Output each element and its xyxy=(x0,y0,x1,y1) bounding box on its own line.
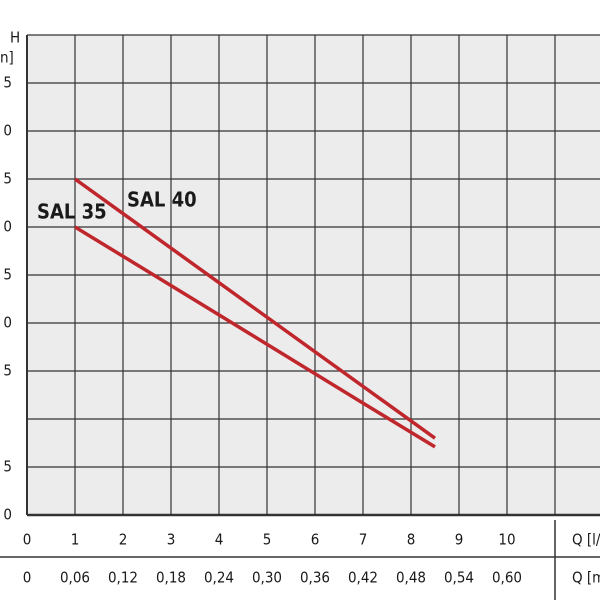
series-label: SAL 35 xyxy=(37,200,107,224)
x-tick-label: 2 xyxy=(119,531,128,549)
y-tick-label: 5 xyxy=(3,362,12,380)
x-axis-label: Q [l/ xyxy=(572,531,600,549)
x-tick-label: 0 xyxy=(23,531,32,549)
x-tick-label: 9 xyxy=(455,531,464,549)
x-tick-label: 7 xyxy=(359,531,368,549)
x2-tick-label: 0 xyxy=(23,569,32,587)
series-line xyxy=(74,225,436,449)
x2-tick-label: 0,24 xyxy=(204,569,234,587)
x2-tick-label: 0,12 xyxy=(108,569,138,587)
x-tick-label: 8 xyxy=(407,531,416,549)
y-tick-label: 5 xyxy=(3,266,12,284)
y-tick-label: 5 xyxy=(3,74,12,92)
x2-axis-label: Q [m xyxy=(572,569,600,587)
x2-tick-label: 0,60 xyxy=(492,569,522,587)
series-line xyxy=(73,177,437,440)
series-label: SAL 40 xyxy=(127,188,197,212)
y-tick-label: 5 xyxy=(3,170,12,188)
y-axis-unit: n] xyxy=(0,49,14,67)
y-axis-label: H xyxy=(10,29,20,47)
x-tick-label: 5 xyxy=(263,531,272,549)
x2-tick-label: 0,06 xyxy=(60,569,90,587)
x2-tick-label: 0,30 xyxy=(252,569,282,587)
y-tick-label: 0 xyxy=(3,122,12,140)
x-tick-label: 10 xyxy=(498,531,515,549)
y-tick-label: 0 xyxy=(3,506,12,524)
y-tick-label: 0 xyxy=(3,314,12,332)
x2-tick-label: 0,36 xyxy=(300,569,330,587)
x-tick-label: 1 xyxy=(71,531,80,549)
x2-tick-label: 0,48 xyxy=(396,569,426,587)
x-tick-label: 4 xyxy=(215,531,224,549)
x-tick-label: 6 xyxy=(311,531,320,549)
x-tick-label: 3 xyxy=(167,531,176,549)
x2-tick-label: 0,42 xyxy=(348,569,378,587)
y-tick-label: 5 xyxy=(3,458,12,476)
x2-tick-label: 0,18 xyxy=(156,569,186,587)
y-tick-label: 0 xyxy=(3,218,12,236)
x2-tick-label: 0,54 xyxy=(444,569,474,587)
